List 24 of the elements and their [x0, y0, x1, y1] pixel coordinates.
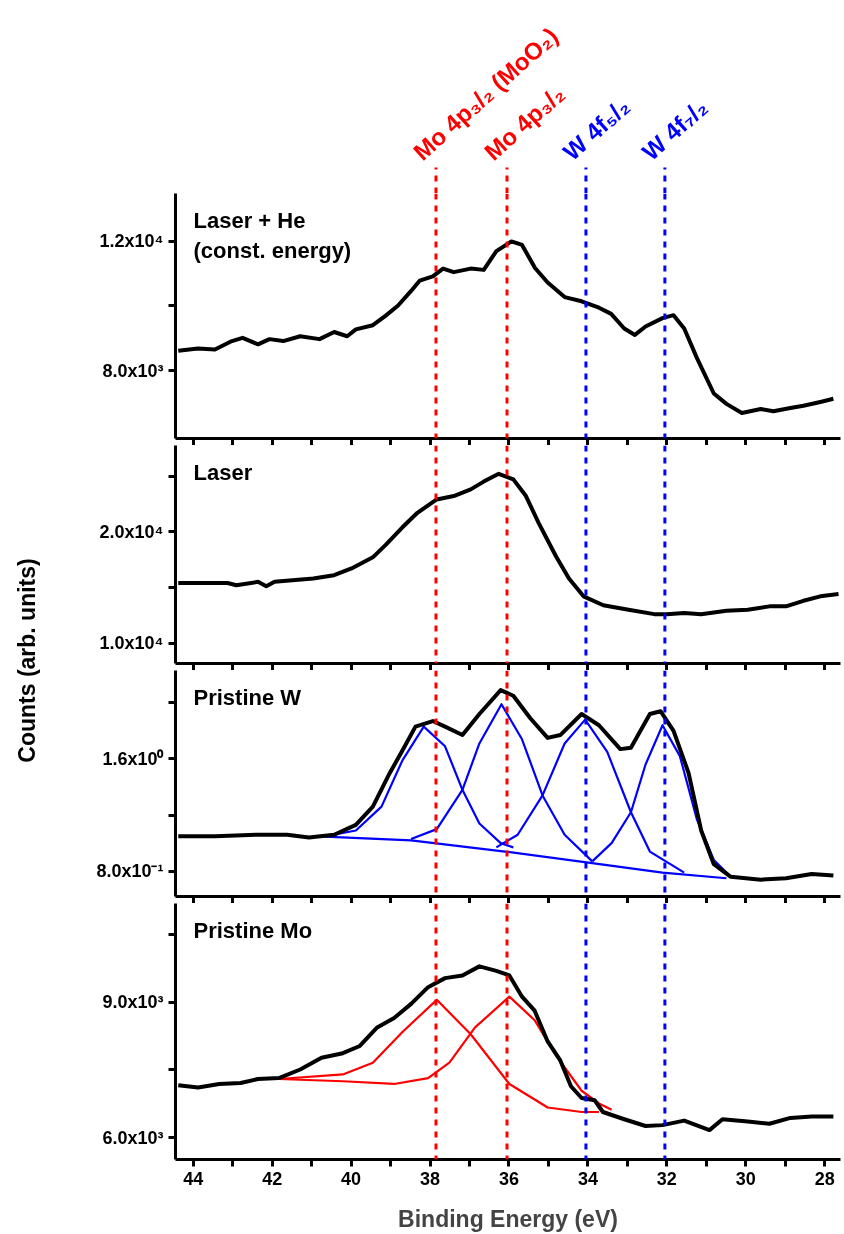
x-tick-label: 42 — [262, 1168, 283, 1189]
y-tick-label: 9.0x10³ — [102, 992, 164, 1013]
x-tick-label: 44 — [183, 1168, 204, 1189]
x-axis-title: Binding Energy (eV) — [398, 1205, 618, 1232]
text: Pristine W — [193, 684, 302, 710]
y-tick-label: 1.2x10⁴ — [99, 231, 164, 252]
x-tick-label: 34 — [577, 1168, 598, 1189]
x-tick-label: 28 — [814, 1168, 835, 1189]
y-tick-label: 8.0x10³ — [102, 360, 164, 381]
y-tick-label: 1.6x10⁰ — [102, 748, 165, 769]
y-tick-label: 6.0x10³ — [102, 1127, 164, 1148]
x-tick-label: 36 — [498, 1168, 520, 1189]
text: Laser + He (const. energy) — [193, 207, 352, 263]
text: Laser — [193, 459, 253, 485]
y-tick-label: 2.0x10⁴ — [99, 521, 164, 542]
text: Pristine Mo — [193, 917, 313, 943]
x-tick-label: 32 — [656, 1168, 677, 1189]
x-tick-label: 40 — [341, 1168, 362, 1189]
ref-line-label: W 4f₇/₂ — [636, 93, 713, 166]
y-tick-label: 8.0x10⁻¹ — [96, 861, 164, 882]
y-axis-title: Counts (arb. units) — [13, 558, 40, 763]
x-tick-label: 38 — [420, 1168, 441, 1189]
x-tick-label: 30 — [735, 1168, 756, 1189]
y-tick-label: 1.0x10⁴ — [99, 633, 164, 654]
